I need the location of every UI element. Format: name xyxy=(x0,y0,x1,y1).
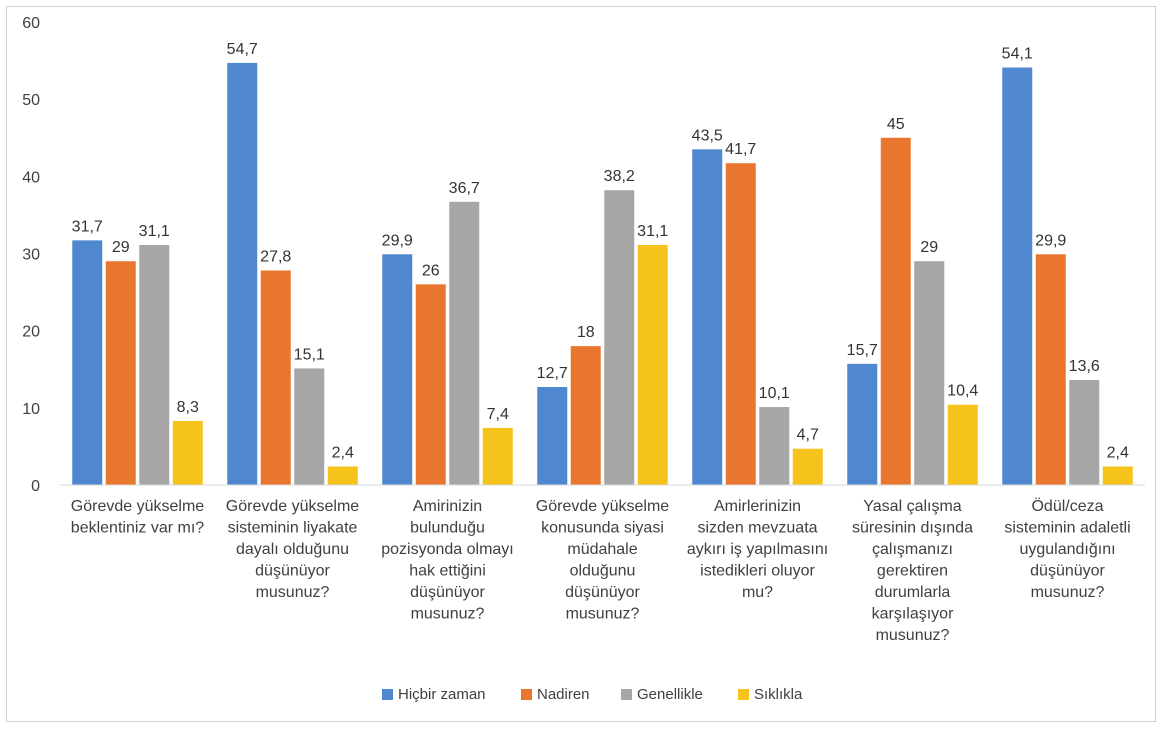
data-label: 29 xyxy=(920,239,938,256)
y-tick-label: 60 xyxy=(22,15,40,32)
data-label: 43,5 xyxy=(692,127,723,144)
bar xyxy=(327,466,358,485)
legend-swatch xyxy=(738,689,749,700)
x-category-label: Amirinizin bulunduğu pozisyonda olmayı hak … xyxy=(381,498,514,623)
data-label: 31,1 xyxy=(637,223,668,240)
data-labels: 31,7 29 31,1 8,3 54,7 27,8 15,1 2,4 29,9 26 36,7 7,… xyxy=(72,41,1129,462)
data-label: 38,2 xyxy=(604,168,635,185)
x-category-label: Görevde yükselme beklentiniz var mı? xyxy=(71,498,204,537)
data-label: 18 xyxy=(577,324,595,341)
legend-swatch xyxy=(621,689,632,700)
data-label: 29 xyxy=(112,239,130,256)
data-label: 2,4 xyxy=(1107,444,1129,461)
data-label: 15,1 xyxy=(294,346,325,363)
x-category-label: Ödül/ceza sisteminin adaletli uygulandığın… xyxy=(1004,497,1130,601)
data-label: 12,7 xyxy=(537,365,568,382)
bar xyxy=(792,448,823,485)
legend-label: Sıklıkla xyxy=(754,686,803,703)
bar xyxy=(759,407,790,485)
data-label: 45 xyxy=(887,116,905,133)
data-label: 8,3 xyxy=(177,399,199,416)
bar xyxy=(449,201,480,485)
x-category-label: Amirlerinizin sizden mevzuata aykırı iş ya… xyxy=(687,498,828,601)
y-tick-label: 50 xyxy=(22,92,40,109)
bar xyxy=(72,240,103,485)
data-label: 54,7 xyxy=(227,41,258,58)
data-label: 31,7 xyxy=(72,218,103,235)
bar xyxy=(947,404,978,485)
data-label: 29,9 xyxy=(382,232,413,249)
data-label: 41,7 xyxy=(725,141,756,158)
bar xyxy=(482,427,513,485)
data-label: 2,4 xyxy=(332,444,354,461)
bar xyxy=(914,261,945,485)
data-label: 29,9 xyxy=(1035,232,1066,249)
bar xyxy=(227,62,258,485)
bar xyxy=(382,254,413,485)
data-label: 27,8 xyxy=(260,248,291,265)
data-label: 13,6 xyxy=(1069,358,1100,375)
bar xyxy=(1002,67,1033,486)
x-axis: Görevde yükselme beklentiniz var mı? Görev… xyxy=(60,484,1145,644)
y-tick-label: 30 xyxy=(22,247,40,264)
data-label: 10,4 xyxy=(947,383,978,400)
bar xyxy=(172,420,203,485)
legend-label: Genellikle xyxy=(637,686,703,703)
bar xyxy=(537,386,568,485)
legend: Hiçbir zaman Nadiren Genellikle Sıklıkla xyxy=(382,686,803,703)
bar xyxy=(415,284,446,485)
x-category-label: Yasal çalışma süresinin dışında çalışmanız… xyxy=(852,498,973,644)
bar xyxy=(105,261,136,485)
bar xyxy=(294,368,325,485)
chart-frame xyxy=(6,6,1156,722)
x-category-label: Görevde yükselme sisteminin liyakate dayal… xyxy=(226,498,359,601)
legend-swatch xyxy=(382,689,393,700)
data-label: 10,1 xyxy=(759,385,790,402)
data-label: 36,7 xyxy=(449,180,480,197)
y-axis: 0 10 20 30 40 50 60 xyxy=(22,15,40,495)
bar xyxy=(604,190,635,485)
y-tick-label: 20 xyxy=(22,324,40,341)
bar xyxy=(847,363,878,485)
x-category-label: Görevde yükselme konusunda siyasi müdahale… xyxy=(536,498,669,623)
data-label: 4,7 xyxy=(797,427,819,444)
bar xyxy=(570,346,601,485)
data-label: 15,7 xyxy=(847,342,878,359)
legend-swatch xyxy=(521,689,532,700)
bar xyxy=(725,163,756,485)
bar xyxy=(637,245,668,485)
bar xyxy=(1069,380,1100,485)
bar xyxy=(139,245,170,485)
legend-label: Nadiren xyxy=(537,686,590,703)
y-tick-label: 10 xyxy=(22,401,40,418)
bar xyxy=(880,137,911,485)
data-label: 31,1 xyxy=(139,223,170,240)
bar xyxy=(692,149,723,485)
bar xyxy=(1035,254,1066,485)
bar xyxy=(260,270,291,485)
bar xyxy=(1102,466,1133,485)
legend-label: Hiçbir zaman xyxy=(398,686,486,703)
data-label: 26 xyxy=(422,262,440,279)
data-label: 7,4 xyxy=(487,406,509,423)
y-tick-label: 40 xyxy=(22,169,40,186)
bars xyxy=(72,62,1133,486)
y-tick-label: 0 xyxy=(31,478,40,495)
data-label: 54,1 xyxy=(1002,46,1033,63)
